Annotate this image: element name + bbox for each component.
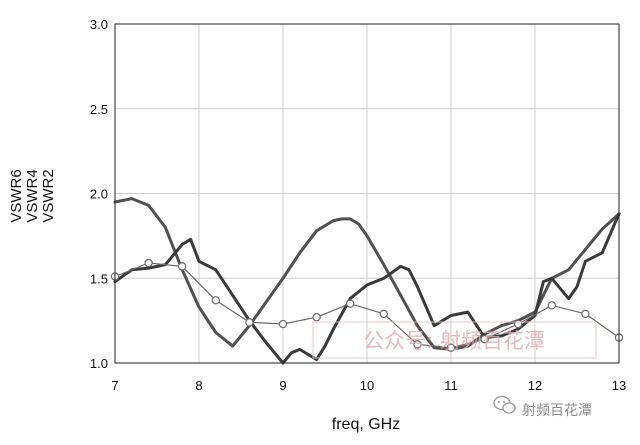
plot-frame <box>114 23 620 364</box>
y-axis-label-line-3: VSWR2 <box>40 169 57 222</box>
series-marker <box>480 335 489 344</box>
y-tick-label: 1.0 <box>90 356 108 371</box>
watermark: 公众号: 射频百花潭 <box>312 321 597 359</box>
x-tick-label: 11 <box>444 378 458 393</box>
y-tick-label: 1.5 <box>90 271 108 286</box>
series-marker <box>446 343 456 352</box>
series-marker <box>245 318 254 327</box>
y-tick-label: 3.0 <box>90 17 108 32</box>
series-marker <box>211 296 220 305</box>
wechat-corner-text: 射频百花潭 <box>522 402 592 419</box>
series-marker <box>547 301 557 310</box>
y-tick-label: 2.0 <box>90 187 108 202</box>
series-marker <box>581 309 590 319</box>
series-marker <box>278 319 288 329</box>
x-tick-label: 13 <box>612 378 626 393</box>
watermark-text: 公众号: 射频百花潭 <box>363 329 545 353</box>
series-marker <box>144 258 153 268</box>
grid-lines <box>115 24 619 363</box>
y-tick-label: 2.5 <box>90 102 108 117</box>
series-line-2 <box>113 212 621 365</box>
y-axis-label-line-2: VSWR4 <box>24 169 41 222</box>
y-axis-label: VSWR6 VSWR4 VSWR2 <box>8 169 57 222</box>
x-tick-label: 7 <box>111 378 118 393</box>
series-marker <box>312 313 321 322</box>
y-axis-label-line-1: VSWR6 <box>8 169 25 222</box>
x-tick-label: 8 <box>195 378 202 393</box>
series-marker <box>379 309 388 319</box>
x-axis-label: freq, GHz <box>332 416 400 433</box>
wechat-badge: 射频百花潭 <box>493 395 592 419</box>
x-tick-label: 10 <box>360 378 374 393</box>
series-line-1 <box>113 197 621 351</box>
x-tick-label: 12 <box>528 378 542 393</box>
series-marker <box>177 262 187 271</box>
watermark-box <box>312 321 597 359</box>
series-marker <box>413 340 422 349</box>
series-marker <box>346 299 355 308</box>
x-tick-label: 9 <box>279 378 286 393</box>
wechat-icon <box>493 395 516 414</box>
series-line-3 <box>114 262 620 349</box>
tick-labels: 7 8 9 10 11 12 13 1.0 1.5 2.0 2.5 3.0 <box>90 17 626 393</box>
